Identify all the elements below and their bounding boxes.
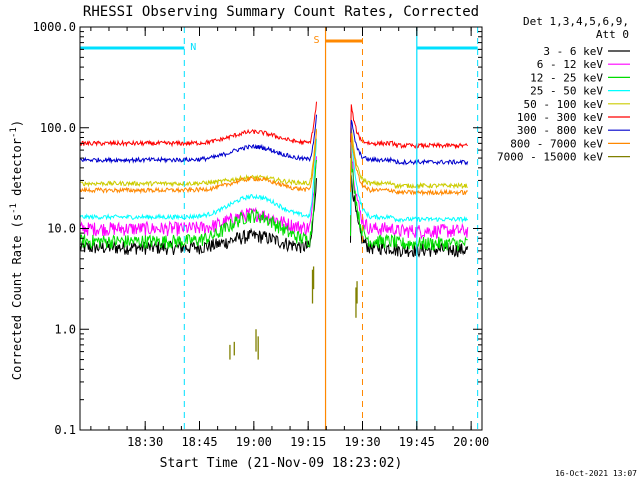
x-tick-label: 18:45 xyxy=(181,435,217,449)
legend-header-attenuator: Att 0 xyxy=(596,28,629,41)
interval-label-N: N xyxy=(190,42,196,53)
series-line-6-seg1 xyxy=(79,101,317,148)
legend-label-4: 25 - 50 keV xyxy=(530,85,603,98)
legend-label-3: 12 - 25 keV xyxy=(530,71,603,84)
series-line-6-seg2 xyxy=(350,104,468,150)
x-tick-label: 19:00 xyxy=(236,435,272,449)
x-tick-label: 20:00 xyxy=(453,435,489,449)
y-axis-label-sup2: -1 xyxy=(9,127,19,138)
series-line-8-seg1 xyxy=(79,130,317,195)
series-line-3-seg1 xyxy=(79,159,317,250)
series-line-2-seg1 xyxy=(79,156,317,237)
y-axis-label: Corrected Count Rate (s-1 detector-1) xyxy=(9,120,24,380)
y-tick-label: 0.1 xyxy=(54,423,76,437)
x-tick-label: 19:45 xyxy=(399,435,435,449)
legend-label-2: 6 - 12 keV xyxy=(537,58,604,71)
legend-label-6: 100 - 300 keV xyxy=(517,111,603,124)
legend-label-7: 300 - 800 keV xyxy=(517,124,603,137)
annotation-layer: NS xyxy=(80,27,479,430)
series-layer xyxy=(79,101,469,360)
series-line-3-seg2 xyxy=(350,154,468,251)
x-tick-label: 19:15 xyxy=(290,435,326,449)
x-tick-label: 18:30 xyxy=(127,435,163,449)
legend-label-9: 7000 - 15000 keV xyxy=(497,151,603,164)
series-line-7-seg1 xyxy=(79,114,317,165)
legend-label-1: 3 - 6 keV xyxy=(543,45,603,58)
legend-header-detectors: Det 1,3,4,5,6,9, xyxy=(523,15,629,28)
legend-label-8: 800 - 7000 keV xyxy=(510,137,603,150)
series-line-4-seg1 xyxy=(79,138,317,221)
x-axis-label: Start Time (21-Nov-09 18:23:02) xyxy=(160,456,403,471)
series-line-2-seg2 xyxy=(350,151,469,240)
y-tick-label: 1.0 xyxy=(54,322,76,336)
series-line-5-seg1 xyxy=(79,128,317,188)
y-tick-label: 1000.0 xyxy=(33,20,76,34)
chart-title: RHESSI Observing Summary Count Rates, Co… xyxy=(83,4,479,20)
series-line-5-seg2 xyxy=(350,128,468,190)
y-axis-label-part3: ) xyxy=(10,120,24,127)
series-line-7-seg2 xyxy=(350,119,469,166)
y-tick-label: 10.0 xyxy=(47,222,76,236)
y-axis-label-part2: detector xyxy=(10,138,24,203)
y-tick-label: 100.0 xyxy=(40,121,76,135)
y-axis-label-part1: Corrected Count Rate (s xyxy=(10,214,24,380)
y-axis-label-sup1: -1 xyxy=(9,203,19,214)
legend-label-5: 50 - 100 keV xyxy=(524,98,604,111)
series-line-8-seg2 xyxy=(350,133,468,197)
series-line-4-seg2 xyxy=(350,140,469,224)
axis-layer: 0.1 1.0 10.0 100.0 1000.0 18:30 18:45 19:00 19:1… xyxy=(33,20,490,449)
footer-timestamp: 16-Oct-2021 13:07 xyxy=(555,469,637,478)
x-tick-label: 19:30 xyxy=(344,435,380,449)
interval-label-S: S xyxy=(314,35,320,46)
